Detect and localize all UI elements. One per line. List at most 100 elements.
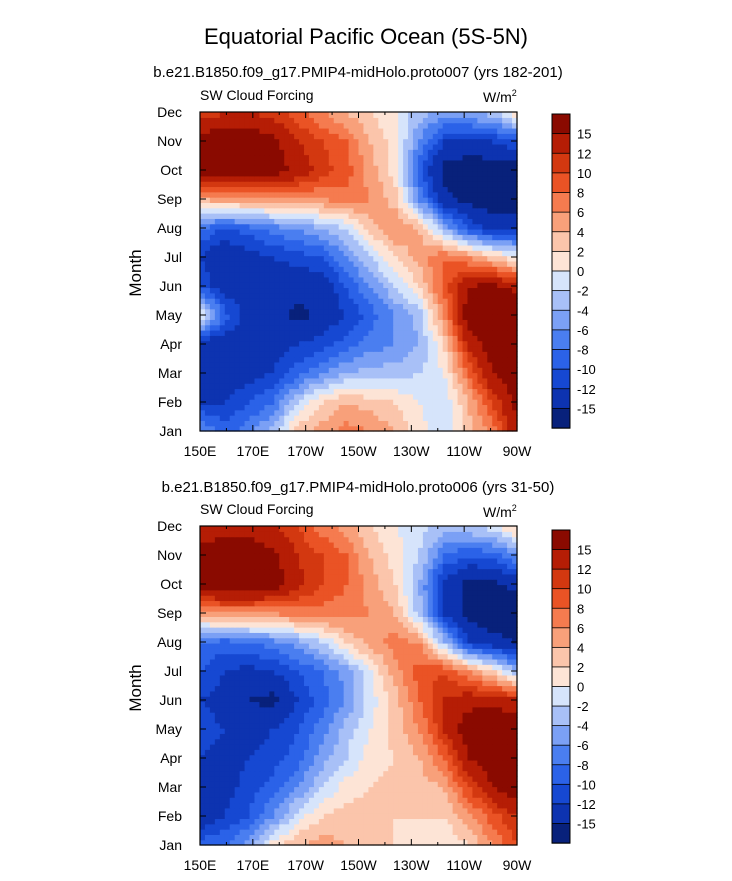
heatmap-cell — [209, 399, 216, 406]
heatmap-cell — [244, 807, 251, 814]
heatmap-cell — [214, 117, 221, 124]
heatmap-cell — [412, 361, 419, 368]
heatmap-cell — [200, 425, 206, 432]
heatmap-cell — [209, 143, 216, 150]
heatmap-cell — [432, 213, 439, 219]
heatmap-cell — [299, 207, 305, 214]
heatmap-cell — [462, 127, 469, 134]
heatmap-cell — [224, 287, 231, 294]
heatmap-cell — [388, 340, 394, 347]
heatmap-cell — [363, 356, 369, 363]
heatmap-cell — [363, 170, 369, 177]
heatmap-cell — [378, 372, 384, 379]
heatmap-cell — [353, 813, 360, 820]
heatmap-cell — [467, 202, 474, 209]
heatmap-cell — [497, 324, 503, 331]
heatmap-cell — [368, 818, 374, 825]
heatmap-cell — [452, 345, 459, 352]
heatmap-cell — [378, 298, 384, 304]
heatmap-cell — [482, 818, 488, 825]
heatmap-cell — [432, 839, 439, 846]
heatmap-cell — [284, 234, 290, 241]
heatmap-cell — [487, 802, 493, 809]
heatmap-cell — [323, 345, 330, 352]
heatmap-cell — [442, 314, 449, 320]
heatmap-cell — [333, 329, 340, 336]
heatmap-cell — [417, 197, 424, 203]
heatmap-cell — [368, 361, 374, 368]
heatmap-cell — [437, 340, 444, 347]
heatmap-cell — [308, 127, 315, 134]
heatmap-cell — [259, 759, 265, 766]
heatmap-cell — [472, 234, 478, 241]
heatmap-cell — [259, 797, 265, 804]
heatmap-cell — [209, 186, 216, 193]
heatmap-cell — [294, 383, 300, 390]
heatmap-cell — [442, 786, 449, 793]
heatmap-cell — [432, 234, 439, 241]
heatmap-cell — [274, 377, 280, 384]
heatmap-cell — [388, 207, 394, 214]
heatmap-cell — [264, 404, 270, 411]
heatmap-cell — [244, 260, 251, 267]
heatmap-cell — [279, 399, 285, 406]
heatmap-cell — [383, 223, 389, 230]
heatmap-cell — [323, 303, 330, 310]
heatmap-cell — [313, 303, 320, 310]
heatmap-cell — [412, 112, 419, 118]
heatmap-cell — [289, 218, 295, 225]
heatmap-cell — [289, 255, 295, 262]
heatmap-cell — [264, 308, 270, 315]
heatmap-cell — [497, 425, 503, 432]
heatmap-cell — [259, 197, 265, 203]
heatmap-cell — [333, 786, 340, 793]
heatmap-cell — [368, 244, 374, 251]
heatmap-cell — [507, 202, 513, 209]
heatmap-cell — [249, 255, 256, 262]
heatmap-cell — [209, 415, 216, 421]
heatmap-cell — [442, 383, 449, 390]
heatmap-cell — [398, 276, 404, 283]
heatmap-cell — [477, 207, 483, 214]
heatmap-cell — [507, 404, 513, 411]
heatmap-cell — [204, 420, 211, 427]
heatmap-cell — [254, 260, 261, 267]
heatmap-cell — [209, 340, 216, 347]
heatmap-cell — [472, 415, 478, 421]
heatmap-cell — [328, 191, 335, 198]
heatmap-cell — [477, 112, 483, 118]
heatmap-cell — [497, 138, 503, 145]
heatmap-cell — [462, 260, 469, 267]
heatmap-cell — [388, 282, 394, 289]
heatmap-cell — [452, 314, 459, 320]
heatmap-cell — [447, 244, 454, 251]
heatmap-cell — [487, 228, 493, 235]
heatmap-cell — [200, 361, 206, 368]
heatmap-cell — [502, 829, 508, 835]
heatmap-cell — [368, 770, 374, 777]
heatmap-cell — [467, 218, 474, 225]
heatmap-cell — [318, 271, 325, 278]
heatmap-cell — [422, 218, 429, 225]
heatmap-cell — [294, 223, 300, 230]
colorbar-label: 10 — [577, 166, 591, 181]
heatmap-cell — [229, 383, 236, 390]
x-tick-label: 170W — [287, 443, 324, 459]
heatmap-cell — [368, 250, 374, 257]
heatmap-cell — [487, 383, 493, 390]
heatmap-cell — [214, 250, 221, 257]
heatmap-cell — [388, 303, 394, 310]
heatmap-cell — [244, 797, 251, 804]
heatmap-cell — [403, 829, 409, 835]
heatmap-cell — [512, 775, 518, 782]
heatmap-cell — [477, 802, 483, 809]
heatmap-cell — [502, 175, 508, 182]
heatmap-cell — [358, 393, 365, 400]
heatmap-cell — [432, 228, 439, 235]
heatmap-cell — [417, 759, 424, 766]
heatmap-cell — [328, 361, 335, 368]
heatmap-cell — [417, 276, 424, 283]
heatmap-cell — [388, 308, 394, 315]
heatmap-cell — [467, 383, 474, 390]
heatmap-cell — [353, 807, 360, 814]
